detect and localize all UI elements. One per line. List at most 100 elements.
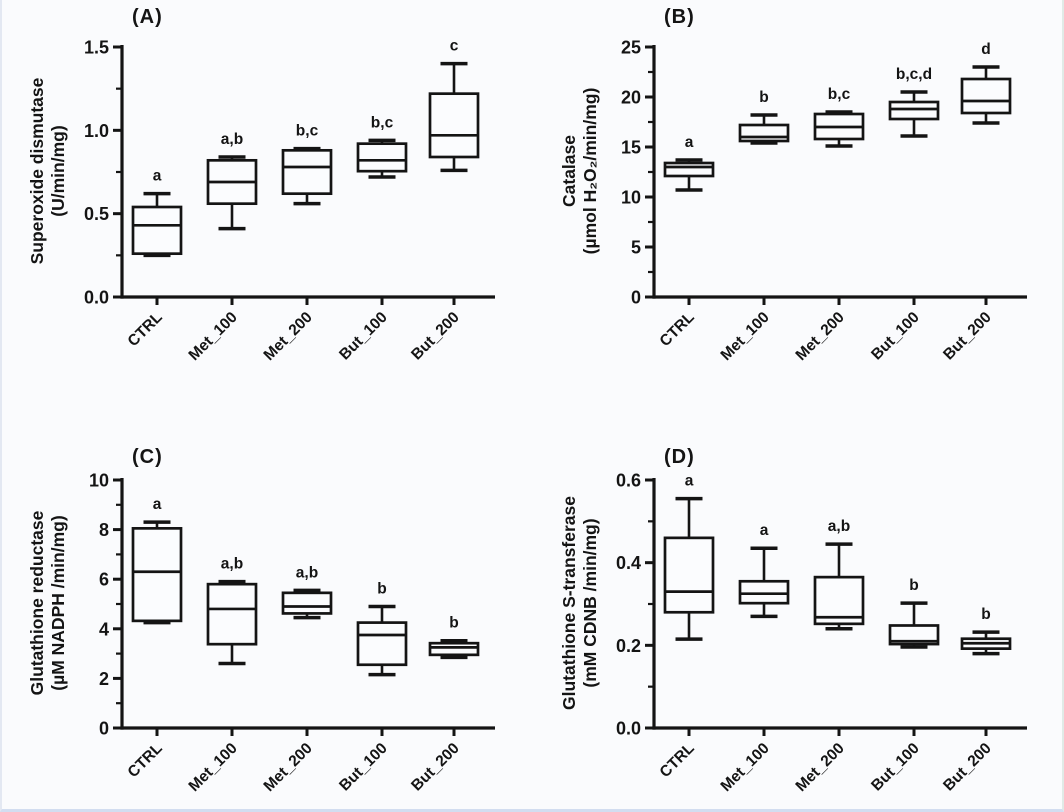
y-tick-label: 0.5: [84, 204, 109, 224]
x-category-label: But_200: [940, 740, 995, 795]
boxplot-But_100: b: [356, 580, 408, 677]
y-tick-label: 10: [621, 188, 641, 208]
y-tick-label: 2: [99, 669, 109, 689]
iqr-box: [428, 641, 480, 657]
significance-letters: b: [759, 89, 768, 106]
y-tick-label: 25: [621, 38, 641, 58]
y-tick-label: 0: [631, 288, 641, 308]
significance-letters: a: [153, 496, 162, 513]
panel-C-label: (C): [132, 446, 163, 468]
boxplot-Met_200: b,c: [281, 123, 333, 206]
boxplot-Met_200: a,b: [813, 518, 865, 631]
boxplot-But_200: b: [428, 615, 480, 660]
iqr-box: [131, 205, 183, 256]
x-category-label: But_200: [940, 309, 995, 364]
y-tick-label: 1.5: [84, 38, 109, 58]
boxplot-But_100: b,c,d: [888, 66, 940, 138]
x-category-label: But_200: [408, 740, 463, 795]
x-category-label: Met_200: [793, 740, 848, 795]
significance-letters: b: [981, 606, 990, 623]
x-category-label: CTRL: [125, 309, 166, 350]
x-category-label: Met_200: [793, 309, 848, 364]
y-tick-label: 0.6: [616, 471, 641, 491]
iqr-box: [428, 92, 480, 159]
significance-letters: a,b: [221, 131, 243, 148]
significance-letters: a: [760, 522, 769, 539]
y-tick-label: 10: [89, 471, 109, 491]
x-category-label: Met_100: [186, 309, 241, 364]
y-tick-label: 0.4: [616, 553, 641, 573]
x-category-label: But_200: [408, 309, 463, 364]
iqr-box: [281, 591, 333, 615]
boxplot-Met_200: b,c: [813, 86, 865, 148]
panel-D: (D) Glutathione S-transferase (mM CDNB /…: [534, 406, 1062, 809]
significance-letters: d: [981, 41, 990, 58]
iqr-box: [888, 624, 940, 646]
panel-A: (A) Superoxide dismutase (U/min/mg) 0.0 0…: [2, 0, 534, 406]
boxplot-Met_100: b: [738, 89, 790, 145]
x-category-label: But_100: [868, 740, 923, 795]
boxplot-CTRL: a: [131, 168, 183, 258]
boxplot-But_100: b,c: [356, 114, 408, 179]
panel-C: (C) Glutathione reductase (µM NADPH /min…: [2, 406, 534, 809]
significance-letters: a: [153, 168, 162, 185]
iqr-box: [281, 148, 333, 196]
x-category-label: Met_100: [186, 740, 241, 795]
iqr-box: [131, 527, 183, 623]
y-tick-label: 20: [621, 88, 641, 108]
panel-D-label: (D): [664, 446, 695, 468]
significance-letters: b,c: [296, 123, 319, 140]
x-category-label: Met_200: [261, 309, 316, 364]
iqr-box: [738, 123, 790, 143]
boxplot-Met_100: a: [738, 522, 790, 619]
iqr-box: [206, 582, 258, 646]
panel-A-label: (A): [132, 6, 163, 28]
boxplot-Met_100: a,b: [206, 131, 258, 231]
iqr-box: [663, 161, 715, 178]
x-category-label: But_100: [868, 309, 923, 364]
boxplot-But_100: b: [888, 577, 940, 649]
x-category-label: Met_100: [718, 309, 773, 364]
significance-letters: b: [909, 577, 918, 594]
y-tick-label: 0.2: [616, 636, 641, 656]
boxplot-CTRL: a: [663, 473, 715, 641]
boxplot-Met_200: a,b: [281, 564, 333, 620]
boxplot-CTRL: a: [131, 496, 183, 625]
significance-letters: a,b: [828, 518, 850, 535]
y-tick-label: 6: [99, 570, 109, 590]
y-tick-label: 0.0: [616, 719, 641, 739]
x-category-label: But_100: [336, 740, 391, 795]
significance-letters: a: [685, 473, 694, 490]
panel-B-plot: 0 5 10 15 20 25 CTRL Met_100 Met_200 But_100 But_2…: [621, 38, 1027, 364]
iqr-box: [356, 142, 408, 173]
significance-letters: b: [449, 615, 458, 632]
boxplot-But_200: b: [960, 606, 1012, 656]
y-tick-label: 15: [621, 138, 641, 158]
iqr-box: [960, 77, 1012, 115]
significance-letters: b,c: [828, 86, 851, 103]
panel-D-plot: 0.0 0.2 0.4 0.6 CTRL Met_100 Met_200 But_100 But…: [616, 471, 1027, 795]
y-tick-label: 0.0: [84, 288, 109, 308]
significance-letters: a: [685, 134, 694, 151]
x-category-label: Met_100: [718, 740, 773, 795]
significance-letters: a,b: [221, 556, 243, 573]
iqr-box: [663, 536, 715, 614]
panel-B: (B) Catalase (µmol H₂O₂/min/mg) 0 5 10 15 20…: [534, 0, 1062, 406]
panel-C-plot: 0 2 4 6 8 10 CTRL Met_100 Met_200 But_100 But_200 a…: [89, 471, 495, 795]
y-tick-label: 5: [631, 238, 641, 258]
boxplot-Met_100: a,b: [206, 556, 258, 666]
x-category-label: But_100: [336, 309, 391, 364]
boxplot-CTRL: a: [663, 134, 715, 192]
x-category-label: CTRL: [657, 309, 698, 350]
x-category-label: CTRL: [125, 740, 166, 781]
iqr-box: [738, 579, 790, 605]
x-category-label: Met_200: [261, 740, 316, 795]
x-category-label: CTRL: [657, 740, 698, 781]
significance-letters: a,b: [296, 564, 318, 581]
significance-letters: b: [377, 580, 386, 597]
boxplot-But_200: c: [428, 38, 480, 173]
panel-B-label: (B): [664, 6, 695, 28]
boxplot-But_200: d: [960, 41, 1012, 125]
significance-letters: b,c,d: [896, 66, 932, 83]
significance-letters: b,c: [371, 114, 394, 131]
